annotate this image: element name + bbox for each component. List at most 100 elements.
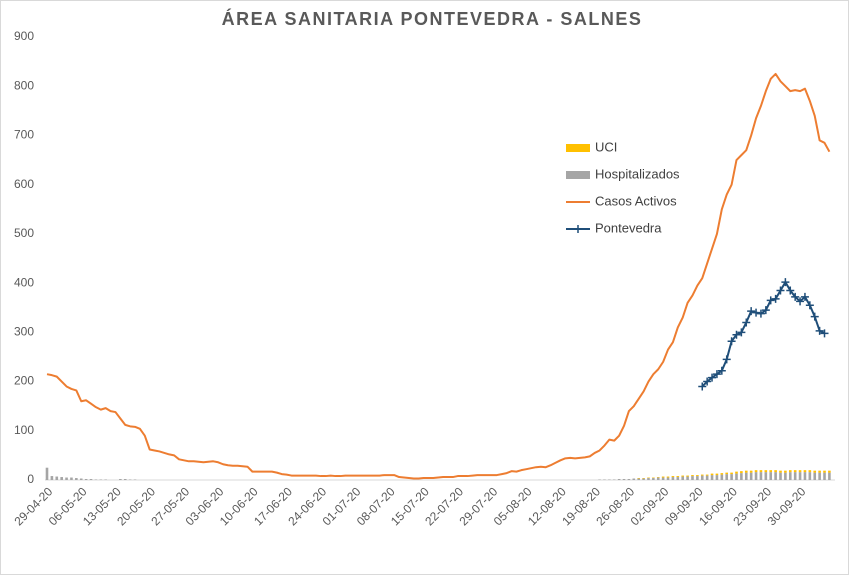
bar	[720, 474, 724, 480]
bar	[725, 474, 729, 480]
bar	[666, 476, 670, 478]
bar	[779, 472, 782, 480]
legend-swatch	[566, 171, 590, 179]
bar	[754, 472, 758, 480]
bar	[730, 472, 733, 475]
point-marker	[776, 286, 785, 295]
bar	[749, 472, 753, 480]
bar	[671, 477, 675, 480]
bar	[647, 478, 650, 480]
bar	[779, 470, 782, 473]
point-marker	[800, 292, 809, 301]
bar	[793, 470, 797, 473]
legend-swatch	[566, 144, 590, 152]
bar	[705, 475, 709, 480]
bar	[803, 472, 807, 480]
point-marker	[756, 309, 765, 318]
bar	[89, 479, 93, 480]
bar	[617, 479, 621, 480]
bar	[808, 470, 812, 473]
bar	[744, 470, 748, 473]
point-marker	[737, 328, 746, 337]
bar	[735, 471, 738, 474]
bar	[740, 473, 743, 480]
y-tick-label: 200	[14, 374, 34, 388]
y-tick-label: 100	[14, 423, 34, 437]
bar	[622, 479, 626, 480]
bar	[75, 478, 78, 480]
point-marker	[732, 330, 741, 339]
bar	[686, 476, 689, 480]
bar	[764, 470, 768, 473]
point-marker	[752, 308, 761, 317]
y-tick-label: 700	[14, 128, 34, 142]
bar	[813, 470, 817, 473]
bar	[764, 472, 768, 480]
bar	[45, 467, 49, 480]
legend-marker	[574, 225, 582, 233]
y-tick-label: 300	[14, 325, 34, 339]
legend-label: UCI	[595, 139, 617, 154]
point-marker	[771, 294, 780, 303]
legend-label: Hospitalizados	[595, 166, 680, 181]
point-marker	[722, 355, 731, 364]
bar	[55, 476, 59, 480]
bar	[828, 472, 831, 480]
bar	[788, 470, 792, 473]
y-tick-label: 900	[14, 29, 34, 43]
point-marker	[791, 292, 800, 301]
bar	[818, 470, 821, 473]
bar	[759, 472, 763, 480]
bar	[681, 476, 684, 480]
point-marker	[712, 370, 721, 379]
bar	[774, 472, 777, 480]
bar	[715, 473, 719, 476]
bar	[65, 477, 68, 480]
point-marker	[810, 312, 819, 321]
point-marker	[815, 326, 824, 335]
bar	[79, 478, 83, 480]
bar	[119, 479, 122, 480]
point-marker	[796, 297, 805, 306]
bar	[720, 473, 724, 475]
bar	[823, 470, 826, 473]
bar	[632, 478, 636, 480]
y-tick-label: 500	[14, 226, 34, 240]
point-marker	[820, 329, 829, 338]
bar	[769, 472, 773, 480]
point-marker	[766, 296, 775, 305]
bar	[759, 470, 763, 473]
bar	[808, 472, 812, 480]
bar	[700, 474, 704, 476]
bar	[123, 479, 127, 480]
point-marker	[747, 307, 756, 316]
bar	[666, 477, 670, 480]
point-marker	[698, 382, 707, 391]
bar	[710, 475, 714, 480]
legend-label: Casos Activos	[595, 193, 677, 208]
y-tick-label: 400	[14, 275, 34, 289]
bar	[696, 475, 699, 477]
bar	[652, 478, 655, 480]
bar	[828, 470, 831, 473]
chart-title: ÁREA SANITARIA PONTEVEDRA - SALNES	[222, 8, 643, 29]
point-marker	[786, 286, 795, 295]
bar	[730, 474, 733, 480]
bar	[793, 472, 797, 480]
bar	[705, 474, 709, 476]
y-tick-label: 800	[14, 78, 34, 92]
point-marker	[717, 366, 726, 375]
bar	[823, 472, 826, 480]
bar	[769, 470, 773, 473]
bar	[676, 476, 680, 478]
bar	[788, 472, 792, 480]
bar	[735, 473, 738, 480]
bar	[642, 478, 645, 480]
bar	[784, 470, 787, 473]
bar	[661, 477, 665, 480]
point-marker	[805, 301, 814, 310]
bar	[798, 472, 802, 480]
bar	[813, 472, 817, 480]
bar	[744, 472, 748, 480]
